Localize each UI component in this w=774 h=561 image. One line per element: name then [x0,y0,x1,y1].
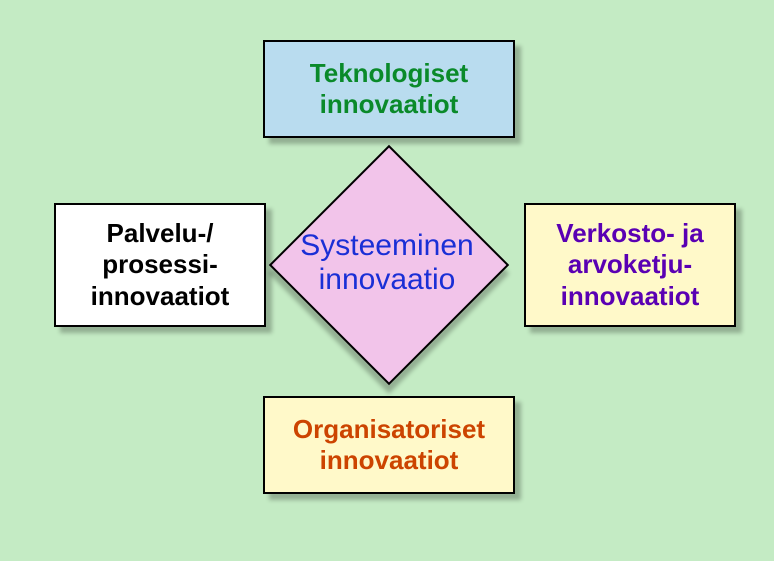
center-diamond-shape [269,145,509,385]
node-bottom-label: Organisatoriset innovaatiot [265,410,513,480]
node-top-label: Teknologiset innovaatiot [265,54,513,124]
node-top: Teknologiset innovaatiot [263,40,515,138]
node-right: Verkosto- ja arvoketju- innovaatiot [524,203,736,327]
center-diamond: Systeeminen innovaatio [270,146,505,381]
node-left: Palvelu-/ prosessi- innovaatiot [54,203,266,327]
node-right-label: Verkosto- ja arvoketju- innovaatiot [526,214,734,316]
node-left-label: Palvelu-/ prosessi- innovaatiot [83,214,238,316]
node-bottom: Organisatoriset innovaatiot [263,396,515,494]
diagram-canvas: Systeeminen innovaatio Teknologiset innov… [0,0,774,561]
